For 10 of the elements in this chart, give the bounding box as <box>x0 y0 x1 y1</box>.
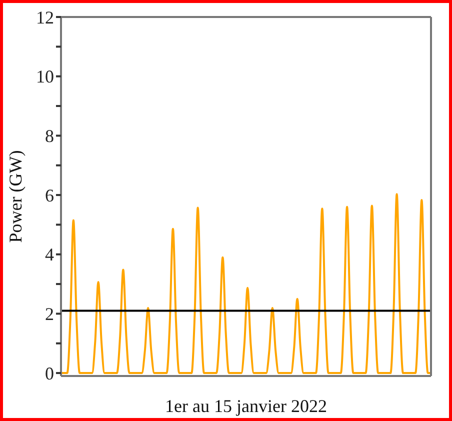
x-axis-title: 1er au 15 janvier 2022 <box>165 396 327 416</box>
y-tick-label: 4 <box>45 244 54 265</box>
y-tick-label: 6 <box>45 185 54 206</box>
y-axis-title: Power (GW) <box>5 150 26 243</box>
y-tick-label: 2 <box>45 304 54 324</box>
y-tick-label: 12 <box>36 7 54 28</box>
y-tick-label: 0 <box>45 363 54 384</box>
line-series <box>60 193 432 374</box>
y-tick-label: 10 <box>36 66 54 87</box>
y-tick-label: 8 <box>45 126 54 146</box>
